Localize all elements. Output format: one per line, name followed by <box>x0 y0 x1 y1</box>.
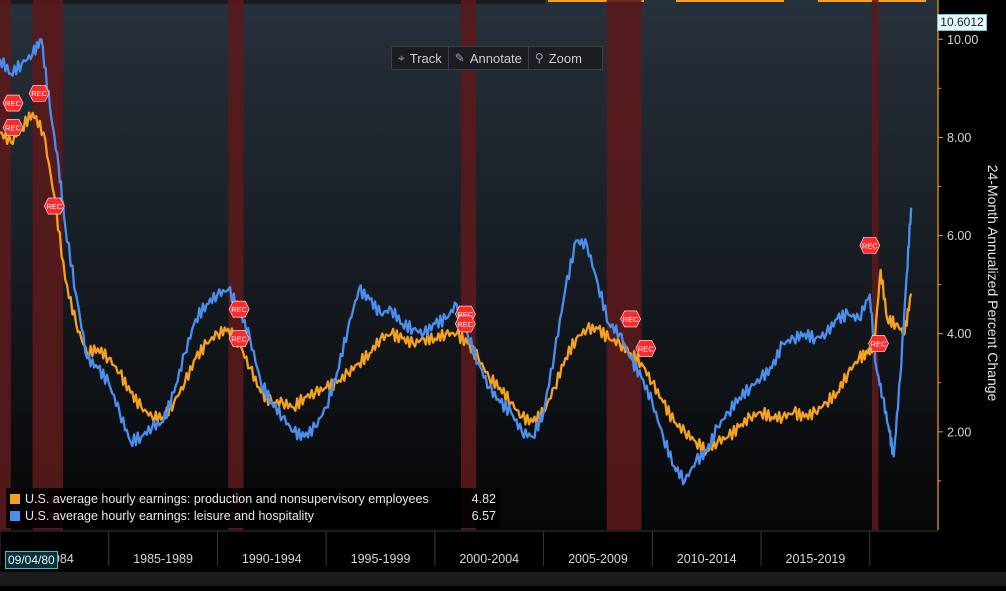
rec-marker-label: REC <box>231 335 247 344</box>
rec-marker-shape <box>228 300 250 318</box>
x-period-label: 1985-1989 <box>133 552 193 566</box>
rec-marker-shape <box>454 315 476 333</box>
x-period-label: 1995-1999 <box>351 552 411 566</box>
x-period-label: 2000-2004 <box>459 552 519 566</box>
rec-marker-shape <box>620 310 641 328</box>
legend-item[interactable]: U.S. average hourly earnings: production… <box>10 490 496 507</box>
rec-marker: REC <box>2 119 24 136</box>
recession-band <box>606 0 642 530</box>
rec-marker-label: REC <box>46 202 62 211</box>
rec-marker: REC <box>859 237 881 254</box>
rec-marker-shape <box>228 330 250 347</box>
rec-marker-label: REC <box>623 315 639 324</box>
rec-marker-label: REC <box>871 340 887 349</box>
legend-swatch-orange <box>10 493 20 504</box>
legend-value: 4.82 <box>471 491 496 506</box>
rec-marker-shape <box>2 119 24 136</box>
rec-marker-label: REC <box>457 310 473 319</box>
rec-marker: REC <box>228 330 250 347</box>
rec-marker-shape <box>44 197 65 215</box>
y-tick-label: 6.00 <box>947 229 971 243</box>
legend-item[interactable]: U.S. average hourly earnings: leisure an… <box>10 507 496 524</box>
y-tick-label: 10.00 <box>947 33 978 47</box>
y-axis-title: 24-Month Annualized Percent Change <box>985 165 1001 402</box>
rec-marker-label: REC <box>638 344 654 353</box>
last-value-badge: 10.6012 <box>937 14 987 31</box>
rec-marker: REC <box>228 300 250 318</box>
rec-marker: REC <box>28 84 50 102</box>
rec-marker: REC <box>2 94 24 112</box>
rec-marker-label: REC <box>231 305 247 314</box>
y-tick-label: 2.00 <box>947 425 971 439</box>
rec-marker-label: REC <box>862 241 878 250</box>
recession-band <box>228 0 244 530</box>
rec-marker: REC <box>454 315 476 333</box>
chart-toolbar: ⌖ Track ✎ Annotate ⚲ Zoom <box>391 46 603 70</box>
legend-swatch-blue <box>10 510 20 521</box>
rec-marker: REC <box>44 197 65 215</box>
rec-marker-shape <box>28 84 50 102</box>
legend-label: U.S. average hourly earnings: production… <box>25 491 429 506</box>
annotate-label: Annotate <box>469 50 522 66</box>
x-period-label: 1990-1994 <box>242 552 302 566</box>
top-band-orange-2 <box>676 0 784 2</box>
rec-marker: REC <box>620 310 641 328</box>
rec-marker-label: REC <box>457 320 473 329</box>
recession-band <box>460 0 477 530</box>
recession-band <box>871 0 879 530</box>
rec-marker-shape <box>859 237 881 254</box>
top-band-left <box>0 0 545 4</box>
y-tick-label: 4.00 <box>947 327 971 341</box>
legend: U.S. average hourly earnings: production… <box>6 488 500 528</box>
x-period-label: 2010-2014 <box>677 552 737 566</box>
legend-value: 6.57 <box>471 508 496 523</box>
zoom-button[interactable]: ⚲ Zoom <box>529 47 588 69</box>
x-axis-strip <box>0 530 938 570</box>
rec-marker-label: REC <box>5 124 21 133</box>
magnifier-icon: ⚲ <box>534 51 544 65</box>
x-period-label: 2005-2009 <box>568 552 628 566</box>
rec-marker-shape <box>635 340 657 357</box>
recession-band <box>32 0 64 530</box>
rec-marker: REC <box>868 335 889 352</box>
series-line-leisure <box>0 38 913 486</box>
rec-marker-shape <box>868 335 889 352</box>
bottom-scroll-bar[interactable] <box>0 572 1006 586</box>
rec-marker: REC <box>635 340 657 357</box>
rec-marker-label: REC <box>5 99 21 108</box>
top-band-orange-1 <box>548 0 644 2</box>
legend-label: U.S. average hourly earnings: leisure an… <box>25 508 315 523</box>
crosshair-date: 09/04/80 <box>5 551 58 569</box>
rec-marker-shape <box>2 94 24 112</box>
crosshair-icon: ⌖ <box>398 50 405 65</box>
zoom-label: Zoom <box>548 50 582 66</box>
annotate-button[interactable]: ✎ Annotate <box>449 47 529 69</box>
rec-marker-label: REC <box>31 89 47 98</box>
track-button[interactable]: ⌖ Track <box>392 47 449 69</box>
pencil-icon: ✎ <box>454 51 465 65</box>
recession-band <box>0 0 11 530</box>
x-period-label: 2015-2019 <box>786 552 846 566</box>
series-line-production <box>0 111 913 457</box>
y-tick-label: 8.00 <box>947 131 971 145</box>
track-label: Track <box>409 50 442 66</box>
